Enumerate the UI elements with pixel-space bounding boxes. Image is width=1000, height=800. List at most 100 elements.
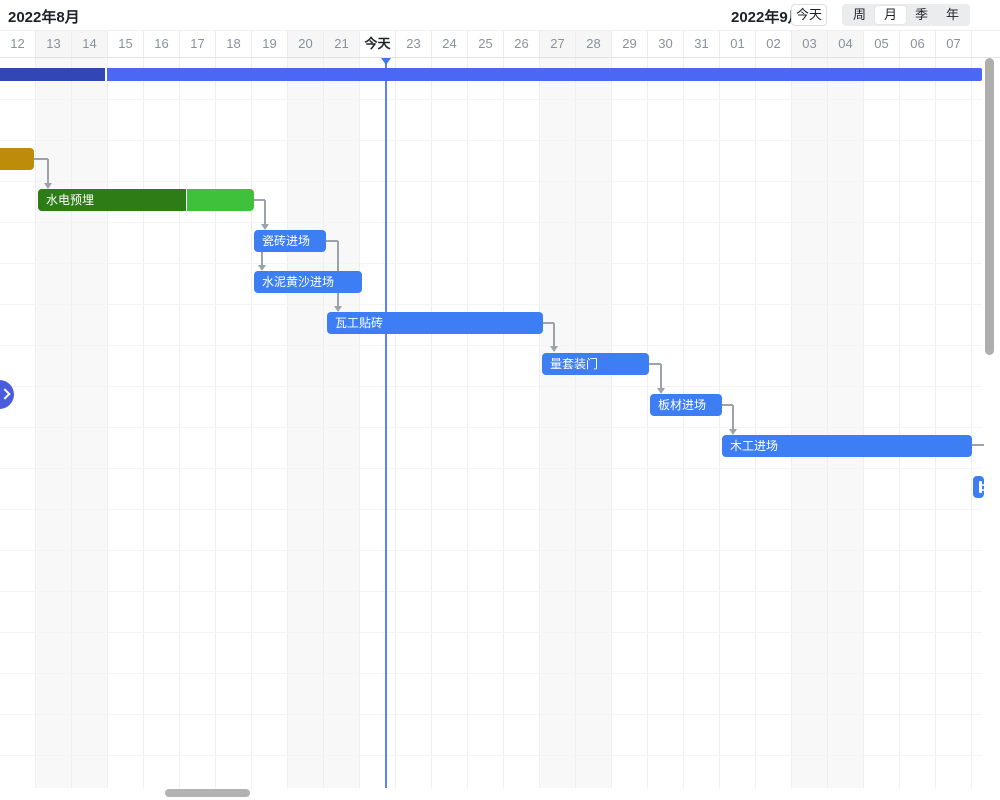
view-option-月[interactable]: 月: [875, 6, 906, 24]
task-label: 瓦工贴砖: [335, 316, 384, 330]
grid-column: [468, 58, 504, 788]
dependency-connector: [972, 444, 984, 446]
date-cell: 12: [0, 31, 36, 57]
chart-grid: 水电预埋瓷砖进场水泥黄沙进场瓦工贴砖量套装门板材进场木工进场: [0, 58, 1000, 788]
date-cell: 26: [504, 31, 540, 57]
row-separator: [0, 591, 982, 592]
grid-column: [648, 58, 684, 788]
date-cell: 23: [396, 31, 432, 57]
row-separator: [0, 550, 982, 551]
today-marker-icon: [381, 58, 391, 65]
row-separator: [0, 304, 982, 305]
horizontal-scrollbar-thumb[interactable]: [165, 789, 250, 797]
dependency-arrow-icon: [550, 346, 558, 352]
grid-column: [360, 58, 396, 788]
grid-column: [936, 58, 972, 788]
vertical-scrollbar-thumb[interactable]: [985, 58, 994, 355]
date-cell: 30: [648, 31, 684, 57]
today-button[interactable]: 今天: [791, 4, 827, 26]
task-bar-量套装门[interactable]: 量套装门: [542, 353, 649, 375]
row-separator: [0, 386, 982, 387]
dependency-connector: [261, 252, 263, 265]
toolbar: 2022年8月 2022年9月 今天 周月季 年: [0, 0, 1000, 30]
date-cell: 15: [108, 31, 144, 57]
task-bar-水电预埋[interactable]: 水电预埋: [38, 189, 254, 211]
dependency-connector: [326, 240, 338, 242]
row-separator: [0, 468, 982, 469]
date-cell: 16: [144, 31, 180, 57]
dependency-arrow-icon: [729, 429, 737, 435]
grid-column: [180, 58, 216, 788]
grid-column: [108, 58, 144, 788]
month-label-august: 2022年8月: [8, 9, 80, 26]
dependency-arrow-icon: [261, 224, 269, 230]
row-separator: [0, 632, 982, 633]
task-label: 水泥黄沙进场: [262, 275, 335, 289]
dependency-connector: [660, 364, 662, 388]
date-cell: [972, 31, 1000, 57]
dependency-arrow-icon: [44, 183, 52, 189]
date-cell: 13: [36, 31, 72, 57]
date-cell-today: 今天: [360, 31, 396, 57]
dependency-connector: [34, 158, 48, 160]
view-option-年[interactable]: 年: [945, 7, 959, 22]
row-separator: [0, 427, 982, 428]
grid-column: [432, 58, 468, 788]
grid-column: [864, 58, 900, 788]
date-cell: 06: [900, 31, 936, 57]
view-option-季[interactable]: 季: [914, 7, 928, 22]
date-cell: 14: [72, 31, 108, 57]
date-cell: 28: [576, 31, 612, 57]
date-cell: 07: [936, 31, 972, 57]
date-cell: 31: [684, 31, 720, 57]
task-label: 板材进场: [658, 398, 707, 412]
dependency-connector: [254, 199, 265, 201]
chevron-right-icon: [0, 388, 11, 400]
project-summary-progress: [0, 68, 107, 81]
date-cell: 25: [468, 31, 504, 57]
task-label: 水电预埋: [46, 193, 95, 207]
grid-column: [324, 58, 360, 788]
dependency-connector: [47, 159, 49, 183]
grid-column: [252, 58, 288, 788]
project-summary-bar[interactable]: [0, 68, 982, 81]
dependency-connector: [264, 200, 266, 224]
clipped-label-fragment: [982, 484, 984, 486]
grid-column: [396, 58, 432, 788]
grid-column: [792, 58, 828, 788]
date-cell: 29: [612, 31, 648, 57]
date-cell: 27: [540, 31, 576, 57]
task-bar-瓦工贴砖[interactable]: 瓦工贴砖: [327, 312, 543, 334]
grid-column: [72, 58, 108, 788]
date-cell: 19: [252, 31, 288, 57]
task-progress: [38, 189, 187, 211]
date-cell: 18: [216, 31, 252, 57]
row-separator: [0, 345, 982, 346]
date-cell: 03: [792, 31, 828, 57]
grid-column: [288, 58, 324, 788]
expand-panel-button[interactable]: [0, 380, 14, 409]
row-separator: [0, 181, 982, 182]
row-separator: [0, 222, 982, 223]
grid-column: [216, 58, 252, 788]
row-separator: [0, 755, 982, 756]
grid-column: [576, 58, 612, 788]
dependency-arrow-icon: [258, 265, 266, 271]
task-bar-水泥黄沙进场[interactable]: 水泥黄沙进场: [254, 271, 362, 293]
date-header: 12 13 14 15 16 17 18 19 20 21 今天 23 24 25 26 27 28 29 30 31…: [0, 30, 1000, 58]
grid-column: [684, 58, 720, 788]
grid-column: [504, 58, 540, 788]
row-separator: [0, 509, 982, 510]
task-bar-partial[interactable]: [973, 476, 984, 498]
task-bar-瓷砖进场[interactable]: 瓷砖进场: [254, 230, 326, 252]
dependency-connector: [649, 363, 661, 365]
row-separator: [0, 99, 982, 100]
date-cell: 05: [864, 31, 900, 57]
grid-column: [828, 58, 864, 788]
grid-column: [900, 58, 936, 788]
task-bar-木工进场[interactable]: 木工进场: [722, 435, 972, 457]
view-option-周[interactable]: 周: [852, 7, 866, 22]
task-bar-板材进场[interactable]: 板材进场: [650, 394, 722, 416]
task-bar-partial[interactable]: [0, 148, 34, 170]
